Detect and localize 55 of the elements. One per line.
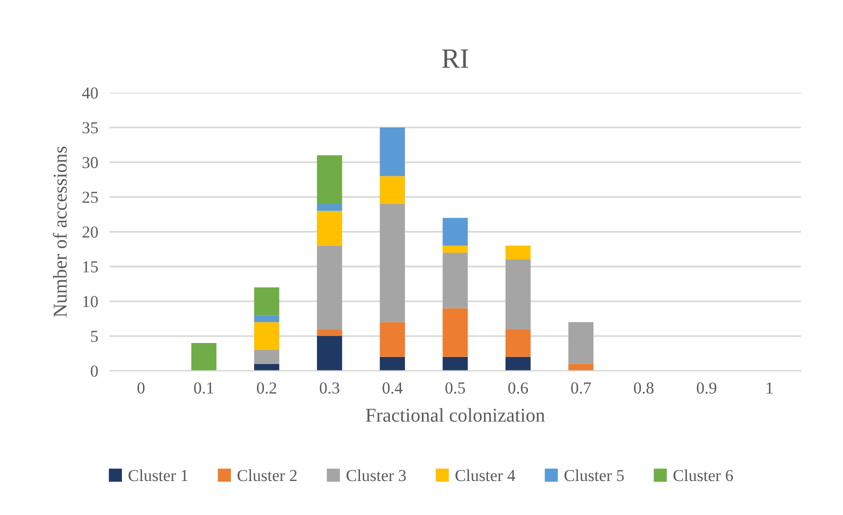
bar [316,210,342,246]
bar [316,204,342,211]
x-tick-label: 0.1 [194,382,214,394]
bar [380,322,405,357]
bar [442,356,468,371]
x-tick-label: 0.9 [696,382,716,394]
y-tick-label: 20 [82,226,98,238]
bar [380,204,405,322]
y-tick-label: 5 [91,330,98,342]
bar [505,356,531,371]
y-tick-label: 25 [82,192,98,203]
bar [254,322,280,350]
bar [568,322,594,364]
y-tick-label: 10 [83,296,98,308]
legend-label: Cluster 2 [238,469,297,482]
bar [442,246,468,253]
legend-label: Cluster 5 [564,469,624,482]
x-tick-label: 0.4 [382,382,403,394]
bar [316,246,342,330]
x-axis-title: Fractional colonization [366,408,545,422]
bar [442,218,468,246]
y-axis-title: Number of accessions [52,146,67,318]
y-tick-label: 0 [90,366,98,377]
legend-label: Cluster 3 [346,469,406,482]
x-tick-label: 1 [766,382,773,394]
bar [316,329,342,336]
bar [380,127,405,176]
x-tick-label: 0.6 [508,382,528,394]
legend-label: Cluster 6 [673,469,733,482]
bar [442,252,468,308]
bar [505,329,531,357]
bar [380,356,405,371]
bar [316,155,342,204]
chart-title: RI [442,50,468,68]
bar [505,246,531,260]
x-tick-label: 0.5 [445,382,465,394]
bar [442,308,468,357]
y-tick-label: 15 [83,261,98,272]
x-tick-label: 0.8 [634,382,654,394]
bar [254,287,280,316]
bar [191,342,216,371]
y-tick-label: 35 [82,122,98,134]
bar [505,260,531,330]
bar [254,315,280,322]
legend-label: Cluster 1 [128,469,188,482]
y-tick-label: 30 [82,156,98,168]
bar [254,350,280,364]
bar [316,336,342,371]
x-tick-label: 0.7 [571,382,591,394]
legend-label: Cluster 4 [456,469,516,482]
x-tick-label: 0.2 [256,382,276,394]
x-tick-label: 0 [137,382,145,394]
y-tick-label: 40 [82,87,98,99]
x-tick-label: 0.3 [320,382,340,394]
bar [380,176,405,204]
